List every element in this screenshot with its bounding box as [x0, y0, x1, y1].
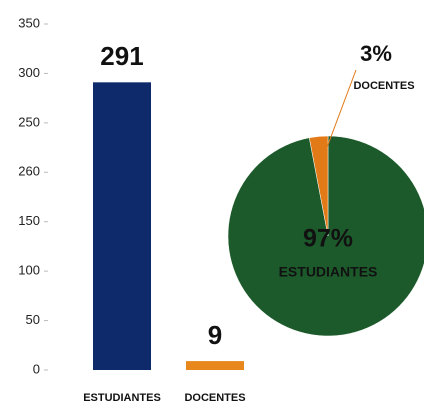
x-tick-label: DOCENTES — [184, 392, 245, 404]
y-tick-label: 250 — [18, 114, 40, 129]
x-tick-label: ESTUDIANTES — [83, 392, 161, 404]
leader-line — [325, 69, 357, 151]
slice-value-label: 97% — [303, 225, 353, 253]
bar — [93, 82, 151, 370]
y-tick-label: 100 — [18, 263, 40, 278]
y-tick-label: 150 — [18, 213, 40, 228]
y-tick-label: 260 — [18, 164, 40, 179]
y-tick-label: 0 — [33, 361, 40, 376]
y-tick-label: 50 — [26, 312, 40, 327]
y-tick-label: 300 — [18, 65, 40, 80]
pie-slice — [308, 135, 329, 237]
pie-slice — [227, 135, 424, 337]
slice-category-label: DOCENTES — [353, 80, 414, 92]
slice-value-label: 3% — [360, 41, 392, 66]
slice-category-label: ESTUDIANTES — [279, 264, 378, 280]
y-tick-label: 350 — [18, 15, 40, 30]
data-label: 9 — [208, 320, 222, 350]
bar — [186, 361, 244, 370]
data-label: 291 — [100, 41, 143, 71]
